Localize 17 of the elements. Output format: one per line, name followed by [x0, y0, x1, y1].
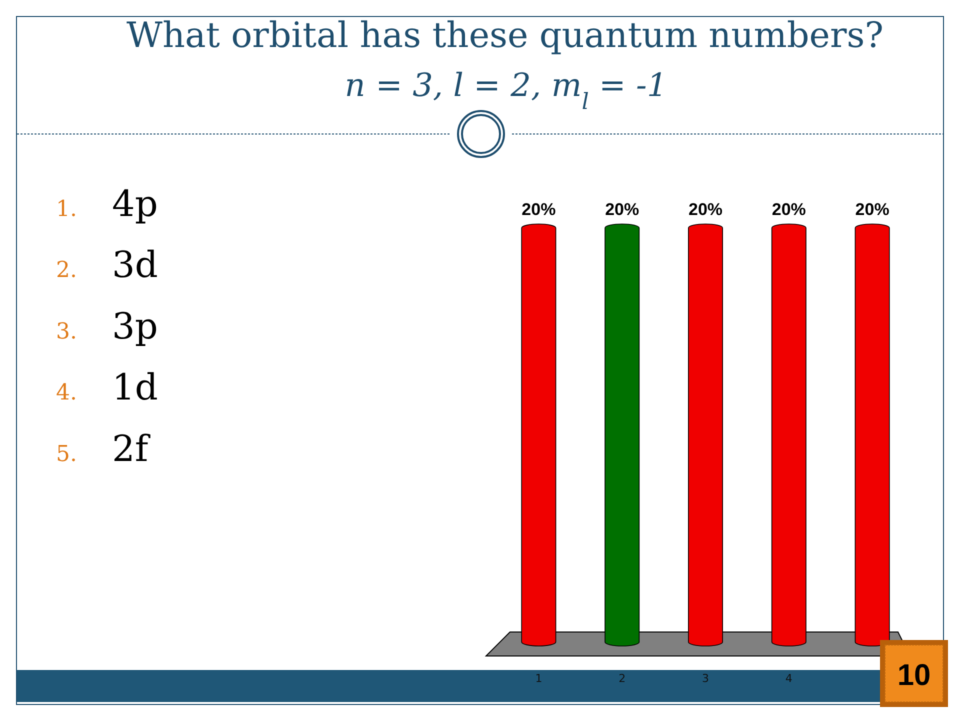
text: 3. 3p: [56, 306, 158, 348]
x-tick-label: 2: [618, 672, 626, 685]
data-label: 20%: [772, 200, 806, 219]
data-label: 20%: [605, 200, 640, 219]
data-label: 20%: [688, 200, 723, 219]
chart-subtitle: n = 3, l = 2, m$_{l}$ = -1: [344, 66, 668, 115]
x-tick-label: 1: [535, 672, 542, 685]
text: 4. 1d: [56, 368, 158, 409]
text: 10: [897, 659, 931, 692]
text: 5. 2f: [56, 428, 148, 470]
text: 1. 4p: [56, 184, 158, 225]
x-tick-label: 3: [702, 672, 709, 685]
x-tick-label: 4: [785, 672, 792, 685]
chart-title: What orbital has these quantum numbers?: [126, 16, 884, 56]
data-label: 20%: [855, 200, 890, 219]
text: 2. 3d: [56, 245, 158, 286]
data-label: 20%: [522, 200, 556, 219]
